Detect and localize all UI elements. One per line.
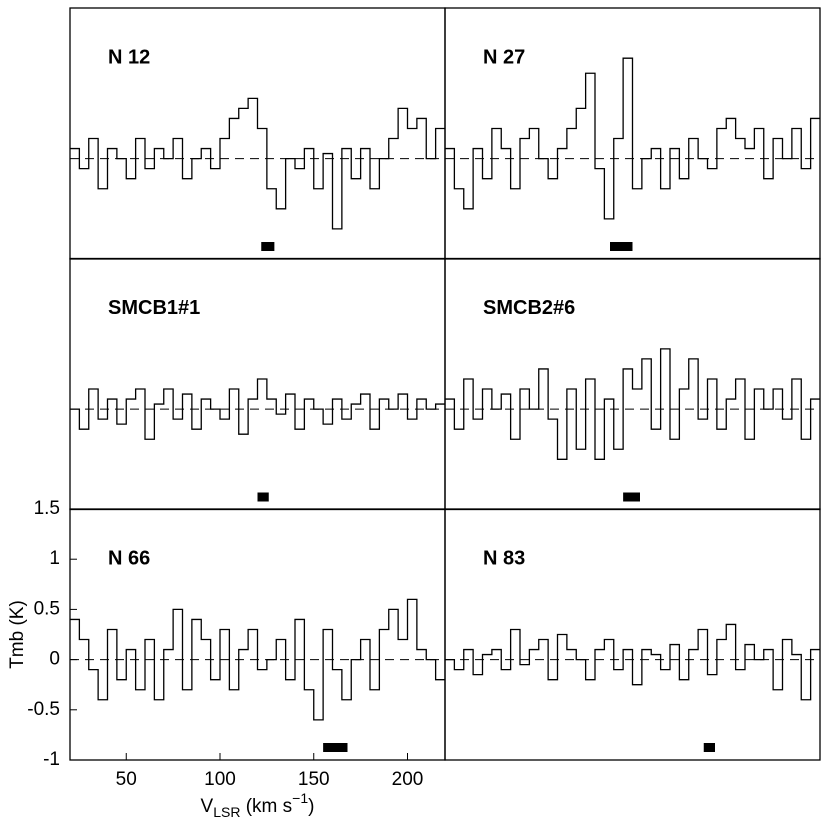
panel-frame xyxy=(444,508,821,761)
x-tick-label: 200 xyxy=(392,769,424,790)
y-tick-label: 0.5 xyxy=(34,598,60,619)
x-axis-label-part: (km s xyxy=(240,796,292,817)
spectrum xyxy=(70,97,445,230)
panel-title: SMCB1#1 xyxy=(108,297,200,319)
velocity-range xyxy=(623,492,640,502)
y-tick-label: -0.5 xyxy=(27,699,60,720)
x-axis-label-part: V xyxy=(201,796,214,817)
x-axis-label-part: ) xyxy=(308,796,314,817)
velocity-range xyxy=(610,242,633,251)
panel-title: N 83 xyxy=(483,547,525,569)
spectrum xyxy=(445,623,820,701)
velocity-range xyxy=(703,743,715,752)
panel-title: N 27 xyxy=(483,46,525,68)
velocity-range xyxy=(323,743,348,752)
velocity-range xyxy=(257,492,269,502)
x-axis-label-part: LSR xyxy=(213,804,240,820)
y-tick-label: 0 xyxy=(49,649,60,670)
panel-title: SMCB2#6 xyxy=(483,297,575,319)
spectrum xyxy=(445,348,820,460)
y-tick-label: 1.5 xyxy=(34,498,60,519)
x-axis-label: VLSR (km s−1) xyxy=(201,790,315,820)
y-axis-label: Tmb (K) xyxy=(7,600,28,669)
x-tick-label: 100 xyxy=(204,769,236,790)
x-tick-label: 150 xyxy=(298,769,330,790)
spectrum xyxy=(70,378,445,440)
velocity-range xyxy=(261,242,275,251)
x-tick-label: 50 xyxy=(116,769,137,790)
y-tick-label: -1 xyxy=(43,749,60,770)
x-axis-label-part: −1 xyxy=(292,790,308,806)
panel-title: N 12 xyxy=(108,46,150,68)
panel-title: N 66 xyxy=(108,547,150,569)
spectrum xyxy=(70,598,445,721)
y-tick-label: 1 xyxy=(49,548,60,569)
spectrum xyxy=(445,57,820,220)
